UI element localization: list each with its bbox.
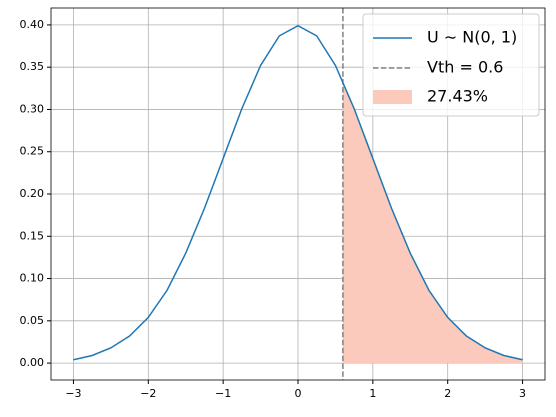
legend-swatch xyxy=(373,90,412,104)
curve xyxy=(73,24,523,361)
y-tick-label: 0.10 xyxy=(20,272,45,285)
shaded-area xyxy=(342,81,523,364)
x-tick-label: 1 xyxy=(369,387,376,400)
y-tick-label: 0.20 xyxy=(20,187,45,200)
legend-label: 27.43% xyxy=(427,87,488,106)
x-tick-label: −2 xyxy=(140,387,156,400)
legend: U ∼ N(0, 1) Vth = 0.6 27.43% xyxy=(362,13,540,117)
x-tick-label: −1 xyxy=(215,387,231,400)
x-tick-label: 3 xyxy=(519,387,526,400)
x-tick-label: 0 xyxy=(295,387,302,400)
y-tick-label: 0.30 xyxy=(20,102,45,115)
legend-label: Vth = 0.6 xyxy=(427,58,503,77)
y-tick-label: 0.15 xyxy=(20,229,45,242)
y-tick-label: 0.35 xyxy=(20,60,45,73)
y-tick-label: 0.40 xyxy=(20,18,45,31)
x-tick-label: 2 xyxy=(444,387,451,400)
axes-frame xyxy=(50,7,546,381)
legend-label: U ∼ N(0, 1) xyxy=(427,28,517,47)
y-tick-label: 0.05 xyxy=(20,314,45,327)
y-tick-label: 0.25 xyxy=(20,145,45,158)
x-tick-label: −3 xyxy=(65,387,81,400)
y-tick-label: 0.00 xyxy=(20,356,45,369)
